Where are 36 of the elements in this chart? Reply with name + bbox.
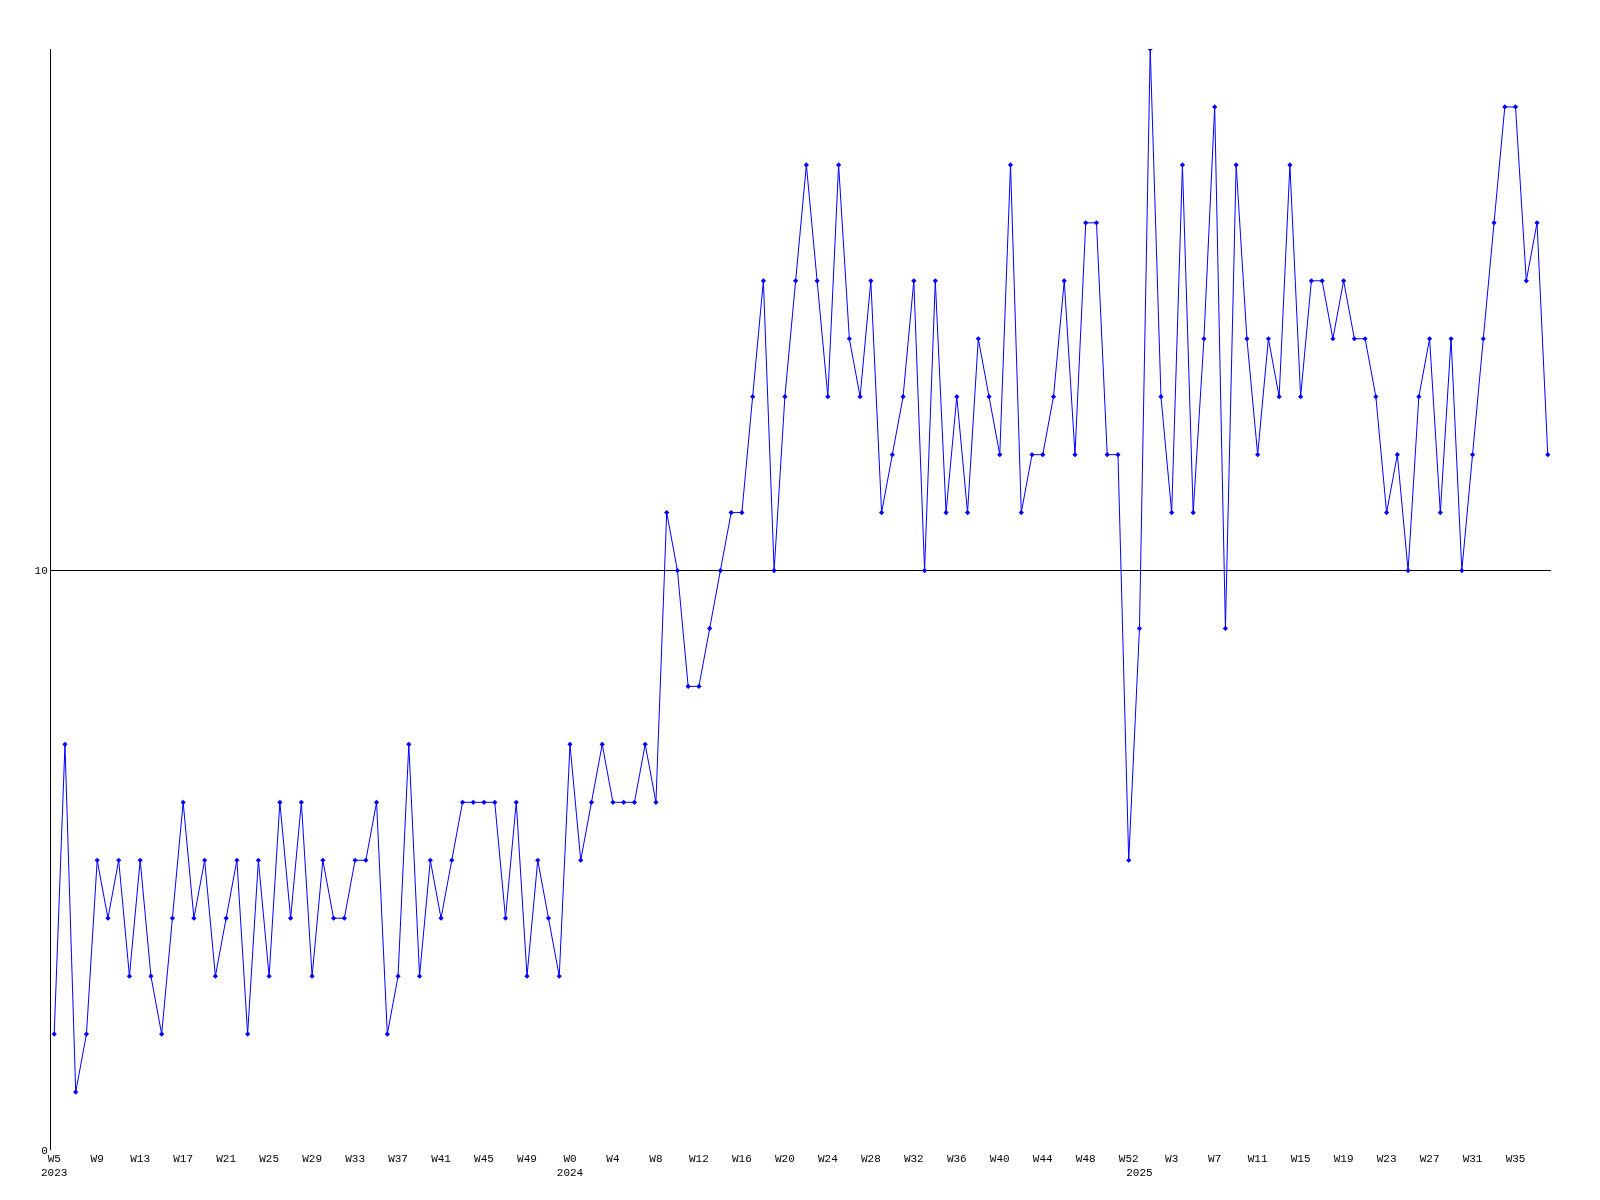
- x-tick-label: W27: [1419, 1153, 1440, 1165]
- x-tick-label: W41: [431, 1153, 452, 1165]
- x-tick-label: W33: [345, 1153, 365, 1165]
- x-tick-label: W12: [689, 1153, 709, 1165]
- x-tick-label: W37: [388, 1153, 408, 1165]
- x-tick-label: W28: [860, 1153, 881, 1165]
- y-tick-label: 10: [34, 565, 48, 578]
- x-tick-label: W13: [130, 1153, 151, 1165]
- x-tick-label: W40: [989, 1153, 1010, 1165]
- x-tick-label: W44: [1032, 1153, 1054, 1165]
- x-tick-label: W49: [517, 1153, 537, 1165]
- x-tick-label: W4: [606, 1153, 620, 1165]
- x-tick-label: W29: [302, 1153, 323, 1165]
- x-tick-label: W23: [1376, 1153, 1397, 1165]
- x-tick-label: W19: [1333, 1153, 1354, 1165]
- x-tick-label: W45: [474, 1153, 494, 1165]
- x-tick-label: W35: [1505, 1153, 1526, 1165]
- x-tick-label: W8: [649, 1153, 663, 1165]
- x-tick-label: W20: [774, 1153, 795, 1165]
- x-tick-label: W31: [1462, 1153, 1483, 1165]
- x-tick-label: W25: [259, 1153, 280, 1165]
- x-tick-label: W32: [903, 1153, 924, 1165]
- x-tick-label: 2025: [1126, 1167, 1153, 1180]
- x-tick-label: W17: [173, 1153, 194, 1165]
- x-tick-label: W48: [1075, 1153, 1096, 1165]
- x-tick-label: W16: [731, 1153, 752, 1165]
- x-tick-label: W9: [90, 1153, 104, 1165]
- x-tick-label: W21: [216, 1153, 237, 1165]
- x-tick-label: W0 2024: [556, 1153, 584, 1180]
- x-tick-label: W3: [1165, 1153, 1179, 1165]
- x-tick-label: W52: [1118, 1153, 1139, 1165]
- x-tick-label: W7: [1208, 1153, 1222, 1165]
- x-tick-label: W24: [817, 1153, 839, 1165]
- x-tick-label: W15: [1290, 1153, 1311, 1165]
- x-tick-label: W36: [946, 1153, 967, 1165]
- x-tick-label: W11: [1247, 1153, 1268, 1165]
